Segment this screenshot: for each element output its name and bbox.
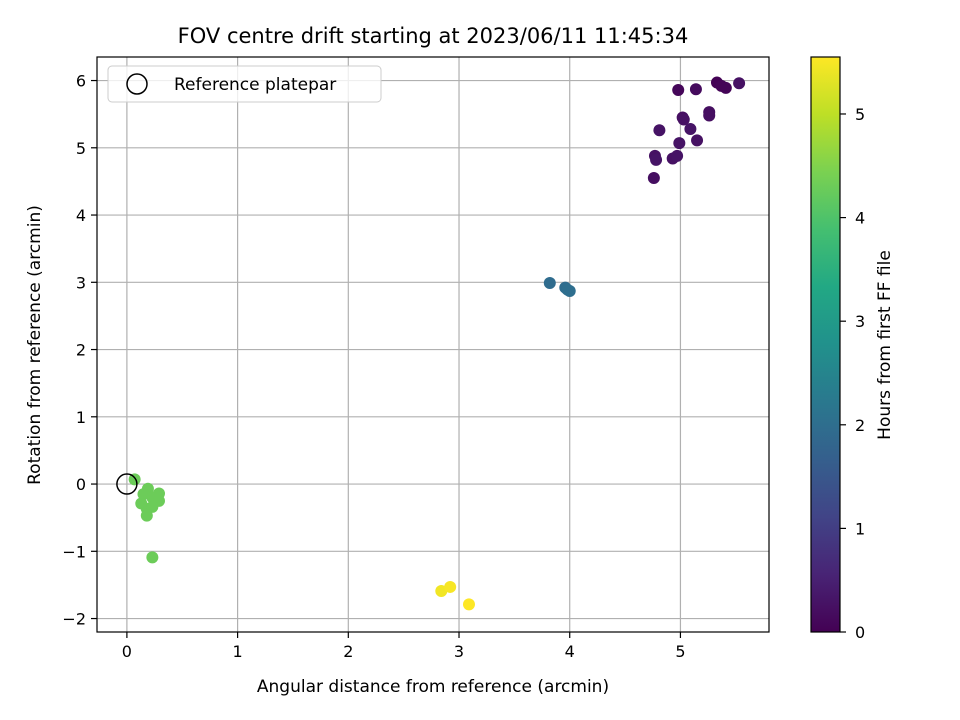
colorbar-tick-label: 2 [855, 416, 865, 435]
legend-reference-marker [126, 73, 148, 95]
colorbar-ticks: 0 1 2 3 4 5 [840, 105, 865, 642]
scatter-point [733, 77, 746, 90]
scatter-point [444, 580, 457, 593]
plot-frame [96, 56, 770, 633]
scatter-point [543, 276, 556, 289]
scatter-point [146, 551, 159, 564]
x-axis-ticks: 0 1 2 3 4 5 [122, 632, 686, 661]
reference-marker-layer [116, 473, 138, 495]
plot-area: 0 1 2 3 4 5 −2 −1 0 1 2 3 4 5 6 [62, 56, 770, 661]
scatter-point [563, 285, 576, 298]
scatter-point [684, 122, 697, 135]
scatter-point [140, 509, 153, 522]
y-tick-label: 3 [76, 273, 86, 292]
scatter-point [703, 109, 716, 122]
colorbar: 0 1 2 3 4 5 Hours from first FF file [810, 56, 895, 642]
scatter-point [677, 113, 690, 126]
x-axis-title: Angular distance from reference (arcmin) [257, 677, 609, 697]
y-axis-title: Rotation from reference (arcmin) [25, 205, 45, 485]
y-tick-label: 1 [76, 408, 86, 427]
chart-title: FOV centre drift starting at 2023/06/11 … [178, 24, 689, 48]
y-tick-label: −1 [62, 542, 86, 561]
legend-box [107, 65, 382, 103]
legend-label: Reference platepar [174, 75, 336, 95]
legend: Reference platepar [107, 65, 382, 103]
x-tick-label: 0 [122, 642, 132, 661]
colorbar-frame [810, 56, 841, 633]
x-tick-label: 2 [343, 642, 353, 661]
scatter-point [650, 153, 663, 166]
colorbar-tick-label: 1 [855, 519, 865, 538]
scatter-point [146, 500, 159, 513]
colorbar-title: Hours from first FF file [875, 250, 895, 440]
y-axis-ticks: −2 −1 0 1 2 3 4 5 6 [62, 72, 97, 629]
scatter-point [672, 83, 685, 96]
reference-platepar-marker [116, 473, 138, 495]
x-tick-label: 4 [565, 642, 575, 661]
scatter-point [719, 81, 732, 94]
colorbar-gradient [811, 57, 840, 632]
colorbar-tick-label: 0 [855, 623, 865, 642]
colorbar-tick-label: 4 [855, 209, 865, 228]
scatter-point [128, 473, 141, 486]
scatter-point [689, 83, 702, 96]
colorbar-tick-label: 5 [855, 105, 865, 124]
scatter-points [128, 76, 746, 611]
y-tick-label: 5 [76, 139, 86, 158]
y-tick-label: 2 [76, 341, 86, 360]
scatter-point [653, 124, 666, 137]
grid-lines [97, 57, 769, 632]
scatter-point [673, 137, 686, 150]
scatter-point [647, 172, 660, 185]
x-tick-label: 5 [675, 642, 685, 661]
x-tick-label: 3 [454, 642, 464, 661]
y-tick-label: 0 [76, 475, 86, 494]
scatter-point [462, 598, 475, 611]
x-tick-label: 1 [233, 642, 243, 661]
y-tick-label: 4 [76, 206, 86, 225]
colorbar-tick-label: 3 [855, 312, 865, 331]
y-tick-label: −2 [62, 610, 86, 629]
scatter-point [691, 134, 704, 147]
scatter-point [671, 149, 684, 162]
y-tick-label: 6 [76, 72, 86, 91]
